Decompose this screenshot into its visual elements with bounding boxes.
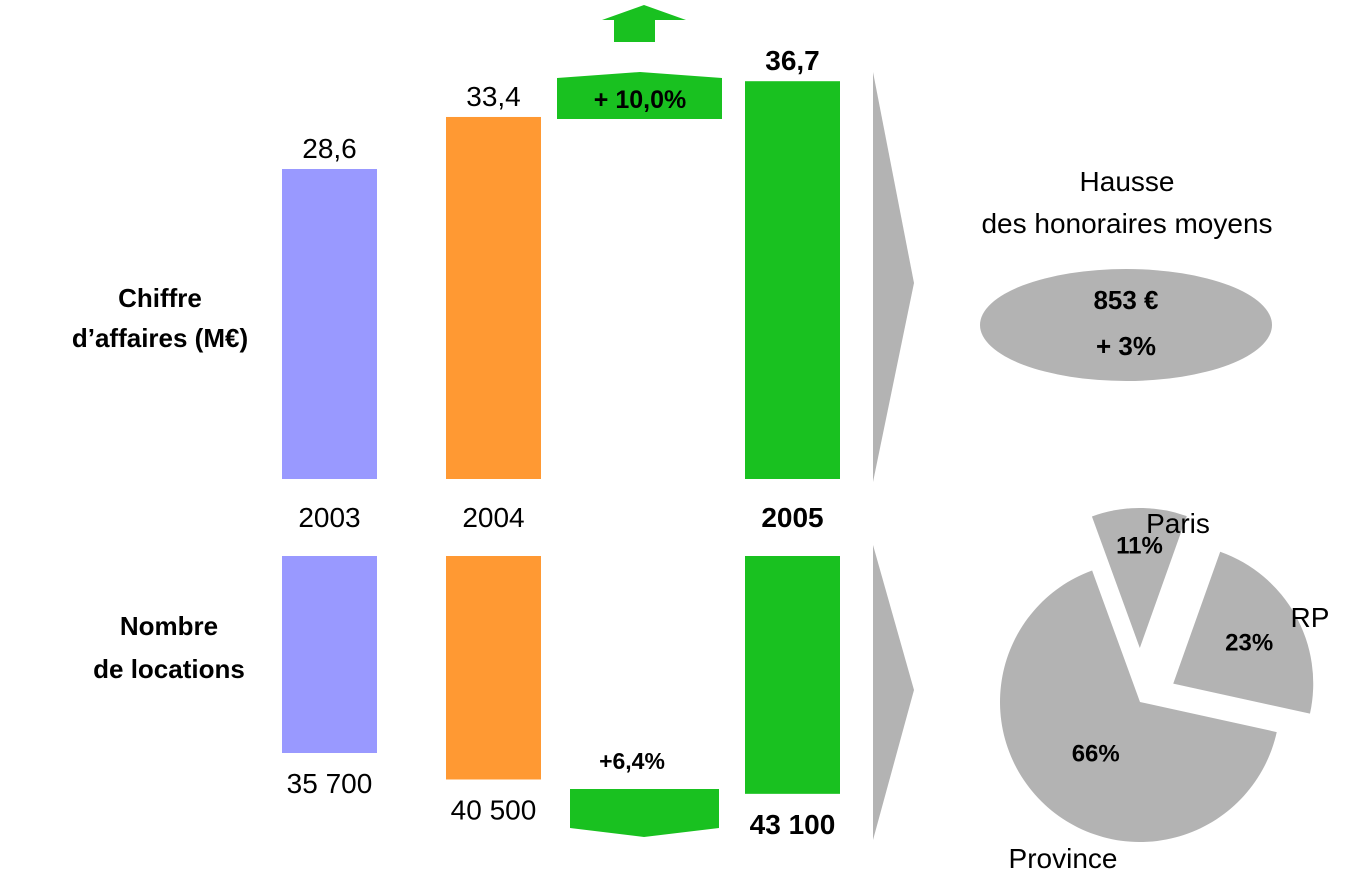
revenue-growth-arrow bbox=[602, 5, 686, 42]
fees-heading-line-2: des honoraires moyens bbox=[981, 208, 1272, 239]
rentals-growth-label: +6,4% bbox=[599, 748, 665, 774]
rentals-title-line-2: de locations bbox=[93, 654, 245, 684]
rentals-bar-2004 bbox=[446, 556, 541, 780]
rentals-growth-banner bbox=[570, 789, 719, 837]
year-label-2005: 2005 bbox=[761, 502, 823, 533]
separator-arrow-top bbox=[873, 72, 914, 482]
rentals-bar-2005 bbox=[745, 556, 840, 794]
fees-change: + 3% bbox=[1096, 331, 1156, 361]
separator-arrow-bottom bbox=[873, 545, 914, 840]
year-label-2004: 2004 bbox=[462, 502, 524, 533]
location-pie-chart: 11%Paris 23% RP 66% Province bbox=[1000, 508, 1329, 874]
revenue-value-label-2004: 33,4 bbox=[466, 81, 521, 112]
rentals-chart: Nombre de locations +6,4% 35 700 40 500 43… bbox=[93, 556, 840, 840]
pie-label-province: Province bbox=[1009, 843, 1118, 874]
revenue-value-label-2003: 28,6 bbox=[302, 133, 357, 164]
revenue-growth-label: + 10,0% bbox=[594, 86, 686, 114]
year-label-2003: 2003 bbox=[298, 502, 360, 533]
revenue-value-label-2005: 36,7 bbox=[765, 45, 820, 76]
revenue-chart: Chiffre d’affaires (M€) + 10,0% 28,6 2003… bbox=[72, 5, 840, 533]
revenue-title-line-1: Chiffre bbox=[118, 283, 202, 313]
revenue-bar-2005 bbox=[745, 81, 840, 480]
revenue-title-line-2: d’affaires (M€) bbox=[72, 323, 248, 353]
fees-heading-line-1: Hausse bbox=[1080, 166, 1175, 197]
pie-percent-paris: 11% bbox=[1116, 532, 1163, 559]
rentals-value-label-2005: 43 100 bbox=[750, 809, 836, 840]
pie-label-rp: RP bbox=[1291, 602, 1330, 633]
revenue-bar-2004 bbox=[446, 116, 541, 479]
revenue-growth-banner bbox=[557, 72, 722, 119]
fees-amount: 853 € bbox=[1093, 285, 1158, 315]
pie-slice-rp bbox=[1173, 551, 1314, 714]
pie-slice-paris bbox=[1091, 508, 1187, 649]
average-fees: Hausse des honoraires moyens 853 € + 3% bbox=[980, 166, 1273, 381]
pie-slice-province bbox=[1000, 570, 1277, 842]
pie-percent-province: 66% bbox=[1072, 741, 1120, 768]
revenue-bar-2003 bbox=[282, 169, 377, 479]
pie-percent-rp: 23% bbox=[1225, 629, 1273, 656]
rentals-value-label-2003: 35 700 bbox=[287, 768, 373, 799]
pie-label-paris: Paris bbox=[1146, 508, 1210, 539]
fees-ellipse bbox=[980, 269, 1272, 381]
rentals-value-label-2004: 40 500 bbox=[451, 794, 537, 825]
rentals-bar-2003 bbox=[282, 556, 377, 753]
rentals-title-line-1: Nombre bbox=[120, 611, 218, 641]
